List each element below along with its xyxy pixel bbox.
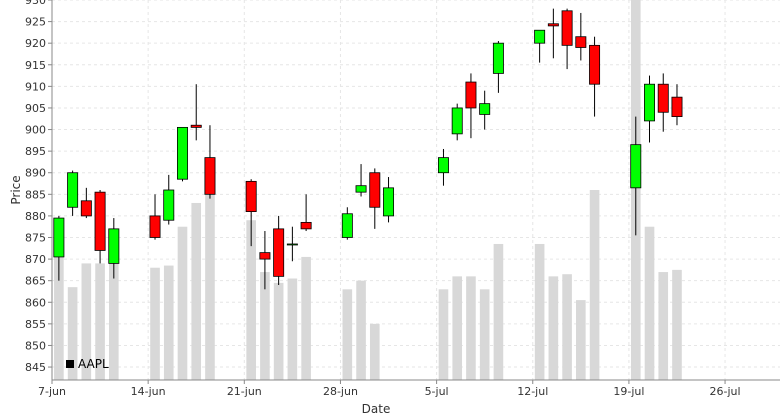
volume-bar	[342, 289, 353, 380]
volume-bar	[548, 276, 559, 380]
volume-bar	[150, 267, 160, 380]
y-tick-label: 930	[25, 0, 46, 7]
volume-bar	[260, 272, 270, 380]
y-tick-label: 860	[25, 296, 46, 309]
candle-body-down	[149, 215, 161, 238]
volume-bar	[177, 226, 188, 380]
y-tick-label: 920	[25, 37, 46, 50]
candle-body-down	[300, 221, 312, 230]
candle-body-up	[108, 228, 120, 264]
candle-body-up	[355, 185, 367, 193]
y-tick-label: 875	[25, 232, 46, 245]
candle-body-down	[575, 36, 587, 48]
x-tick-label: 26-jul	[710, 385, 741, 398]
legend-swatch	[66, 360, 74, 368]
volume-bar	[191, 202, 202, 380]
volume-bar	[356, 280, 366, 380]
candle-body-up	[163, 189, 175, 221]
volume-bar	[658, 272, 669, 380]
candle-body-down	[671, 96, 683, 117]
y-tick-label: 890	[25, 167, 46, 180]
volume-bar	[163, 265, 174, 380]
y-tick-label: 845	[25, 361, 46, 374]
candle-body-up	[383, 187, 395, 217]
candle-body-down	[465, 81, 477, 109]
x-tick-label: 19-jul	[613, 385, 644, 398]
y-tick-label: 925	[25, 16, 46, 29]
volume-bar	[246, 220, 256, 380]
candle-body-down	[547, 23, 559, 27]
volume-bar	[95, 263, 105, 380]
y-tick-label: 870	[25, 253, 46, 266]
plot-area	[52, 0, 780, 380]
volume-bar	[644, 226, 655, 380]
candle-body-up	[53, 217, 65, 258]
x-tick-label: 5-jul	[425, 385, 449, 398]
y-tick-label: 885	[25, 188, 46, 201]
candle-body-up	[644, 83, 655, 122]
volume-bar	[67, 287, 78, 380]
candle-body-up	[341, 213, 353, 238]
candle-body-down	[190, 124, 202, 128]
y-axis-title: Price	[9, 175, 23, 204]
candle-body-down	[589, 44, 601, 85]
candle-body-down	[204, 157, 216, 195]
volume-bar	[54, 256, 64, 380]
candle-body-up	[177, 126, 188, 180]
x-axis-title: Date	[362, 402, 391, 416]
x-tick-label: 12-jul	[517, 385, 548, 398]
volume-bar	[81, 263, 92, 380]
volume-bar	[301, 256, 311, 380]
volume-bar	[493, 243, 504, 380]
candle-body-up	[479, 103, 491, 115]
candle-body-down	[259, 252, 271, 260]
candle-body-up	[534, 29, 546, 44]
y-tick-label: 880	[25, 210, 46, 223]
volume-bar	[452, 276, 463, 380]
candle-body-down	[369, 172, 381, 208]
y-tick-label: 855	[25, 318, 46, 331]
candle-body-down	[245, 180, 257, 212]
candle-body-up	[286, 243, 298, 246]
candle-body-up	[451, 107, 463, 135]
volume-bar	[205, 170, 215, 380]
candle-body-up	[437, 157, 449, 174]
x-tick-label: 14-jun	[131, 385, 166, 398]
volume-bar	[438, 289, 449, 380]
y-tick-label: 905	[25, 102, 46, 115]
volume-bar	[479, 289, 490, 380]
candle-body-down	[94, 191, 106, 251]
x-tick-label: 28-jun	[323, 385, 358, 398]
y-tick-label: 850	[25, 339, 46, 352]
y-tick-label: 900	[25, 124, 46, 137]
volume-bar	[589, 190, 600, 380]
candle-body-up	[630, 144, 642, 189]
y-tick-label: 915	[25, 59, 46, 72]
candle-body-down	[273, 228, 285, 277]
candle-body-down	[657, 83, 669, 113]
volume-bar	[273, 282, 284, 380]
volume-bar	[672, 269, 682, 380]
candle-body-up	[492, 42, 504, 74]
volume-bar	[109, 261, 119, 380]
candle-body-down	[80, 200, 92, 217]
volume-bar	[369, 323, 380, 380]
x-tick-label: 7-jun	[38, 385, 66, 398]
volume-bar	[562, 274, 572, 380]
y-tick-label: 865	[25, 275, 46, 288]
volume-bar	[287, 278, 298, 380]
candle-body-down	[561, 10, 573, 46]
volume-bar	[534, 243, 545, 380]
y-tick-label: 895	[25, 145, 46, 158]
volume-bar	[576, 300, 586, 380]
volume-bar	[466, 276, 476, 380]
y-tick-label: 910	[25, 80, 46, 93]
x-tick-label: 21-jun	[227, 385, 262, 398]
candle-body-up	[67, 172, 79, 208]
legend-label-aapl: AAPL	[78, 357, 109, 371]
